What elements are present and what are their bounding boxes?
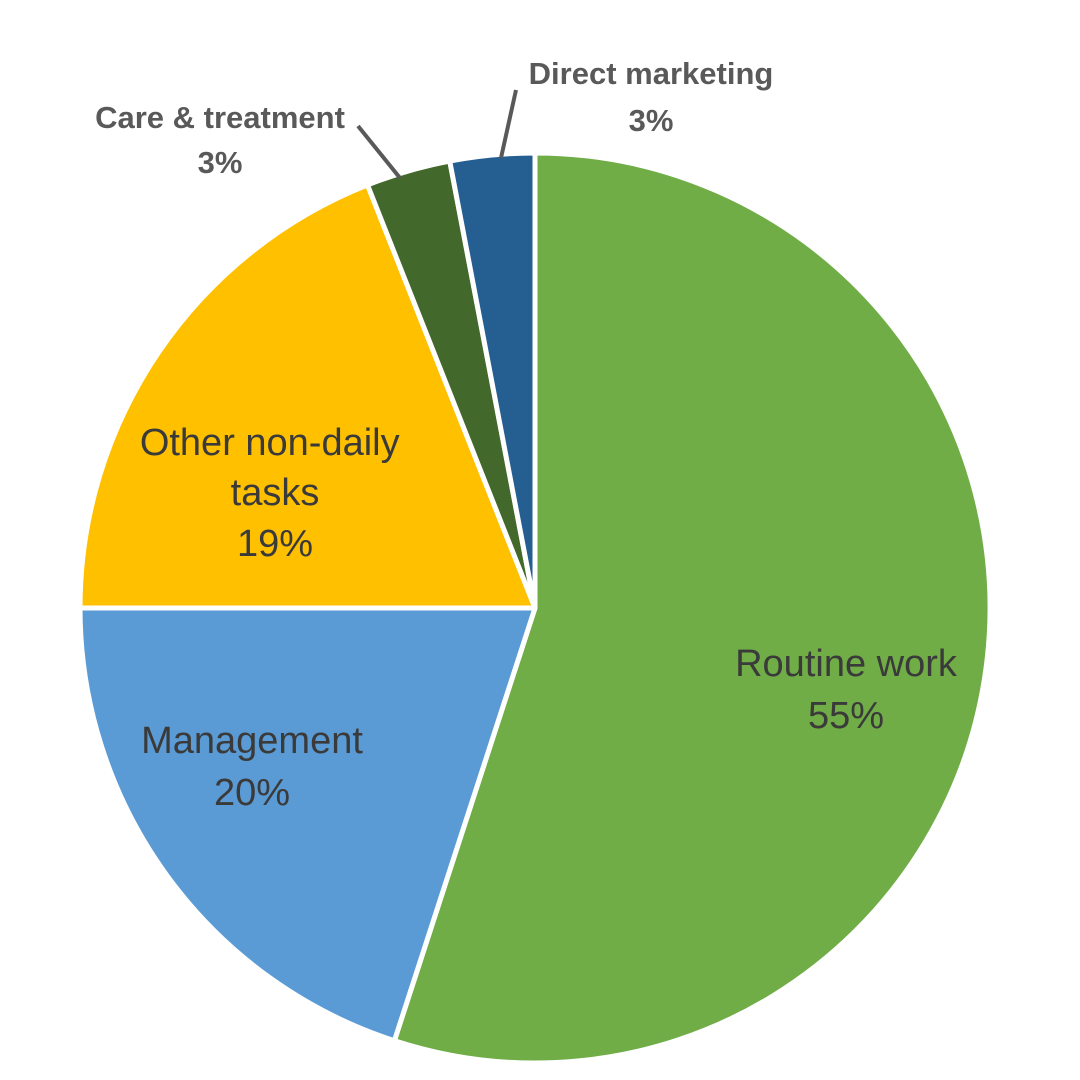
slice-label-other-non-daily-tasks: Other non-daily tasks [140, 422, 410, 514]
pie-slices [77, 150, 993, 1066]
slice-label-care-treatment: Care & treatment [95, 100, 345, 135]
slice-label-management: Management [141, 720, 363, 762]
slice-value-direct-marketing: 3% [629, 103, 674, 138]
slice-value-routine-work: 55% [808, 695, 884, 737]
pie-slice-direct-marketing [447, 150, 538, 611]
pie-slice-routine-work [391, 150, 993, 1066]
slice-label-routine-work: Routine work [735, 643, 958, 685]
slice-value-other-non-daily-tasks: 19% [237, 523, 313, 565]
slice-label-direct-marketing: Direct marketing [529, 56, 774, 91]
slice-value-management: 20% [214, 772, 290, 814]
pie-slice-other-non-daily-tasks [77, 182, 538, 611]
pie-slice-management [77, 605, 538, 1044]
leader-line-direct-marketing [499, 89, 518, 159]
leader-lines [356, 89, 518, 180]
leader-line-care-treatment [356, 124, 402, 180]
slice-value-care-treatment: 3% [198, 145, 243, 180]
